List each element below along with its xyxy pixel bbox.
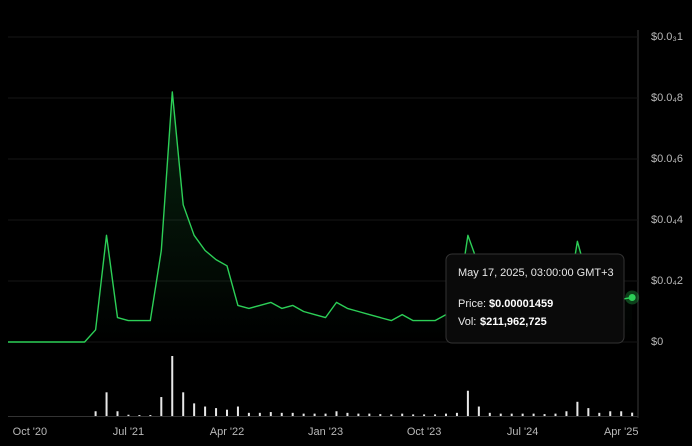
- volume-bar: [127, 414, 130, 416]
- volume-bar: [532, 413, 535, 416]
- x-tick-label: Oct '23: [407, 426, 442, 438]
- x-tick-label: Apr '25: [604, 426, 639, 438]
- volume-bar: [149, 415, 152, 416]
- y-tick-label: $0.0₄6: [651, 153, 683, 165]
- volume-bar: [631, 412, 634, 416]
- tooltip-date: May 17, 2025, 03:00:00 GMT+3: [458, 267, 614, 279]
- volume-bar: [368, 413, 371, 416]
- volume-bar: [587, 408, 590, 416]
- volume-bar: [291, 412, 294, 416]
- volume-bar: [379, 414, 382, 416]
- volume-bar: [598, 412, 601, 416]
- volume-bar: [302, 413, 305, 416]
- volume-bar: [215, 408, 218, 416]
- volume-bar: [576, 401, 579, 416]
- volume-bar: [609, 411, 612, 416]
- volume-bar: [401, 413, 404, 416]
- x-tick-label: Jul '24: [507, 426, 538, 438]
- volume-bar: [116, 411, 119, 416]
- volume-bar: [357, 413, 360, 416]
- volume-bar: [390, 414, 393, 416]
- volume-bar: [620, 411, 623, 416]
- volume-bar: [434, 414, 437, 416]
- y-tick-label: $0.0₄2: [651, 275, 683, 287]
- tooltip-box: [445, 253, 625, 344]
- plot: $0 $0.0₄2 $0.0₄4 $0.0₄6 $0.0₄8 $0.0₃1 Oct '20 J…: [8, 31, 683, 438]
- hover-point: [628, 293, 636, 301]
- volume-bar: [269, 412, 272, 416]
- volume-bar: [445, 413, 447, 416]
- volume-bar: [554, 413, 557, 416]
- x-tick-label: Jan '23: [308, 426, 343, 438]
- volume-bar: [171, 356, 174, 416]
- volume-bar: [226, 409, 228, 416]
- volume-bar: [236, 406, 239, 416]
- volume-bar: [313, 413, 316, 416]
- volume-bar: [455, 412, 458, 416]
- volume-bar: [105, 392, 108, 416]
- tooltip-volume: $211,962,725: [480, 316, 547, 328]
- volume-bar: [204, 406, 207, 416]
- volume-bar: [258, 412, 261, 416]
- volume-bar: [565, 411, 568, 416]
- tooltip-price-label: Price:: [458, 298, 486, 310]
- x-tick-label: Apr '22: [210, 426, 245, 438]
- y-tick-label: $0.0₄8: [651, 92, 683, 104]
- volume-bar: [138, 415, 141, 416]
- volume-bar: [488, 412, 491, 416]
- volume-bar: [510, 413, 513, 416]
- volume-bar: [324, 413, 327, 416]
- volume-bar: [160, 397, 163, 416]
- volume-bar: [335, 411, 338, 416]
- y-tick-label: $0.0₄4: [651, 214, 683, 226]
- tooltip-price: $0.00001459: [489, 298, 553, 310]
- tooltip: May 17, 2025, 03:00:00 GMT+3 Price: $0.0…: [445, 253, 625, 344]
- volume-bar: [247, 412, 250, 416]
- x-tick-label: Oct '20: [13, 426, 48, 438]
- volume-bar: [346, 412, 349, 416]
- volume-bar: [543, 414, 546, 416]
- volume-bar: [466, 390, 469, 416]
- y-tick-label: $0.0₃1: [651, 31, 683, 43]
- volume-bar: [182, 392, 185, 416]
- volume-bar: [521, 413, 524, 416]
- volume-bar: [499, 413, 502, 416]
- volume-bar: [193, 403, 196, 416]
- y-tick-label: $0: [651, 336, 663, 348]
- tooltip-volume-label: Vol:: [458, 316, 476, 328]
- volume-bar: [412, 414, 415, 416]
- volume-bar: [280, 412, 283, 416]
- x-tick-label: Jul '21: [113, 426, 144, 438]
- volume-bar: [423, 414, 426, 416]
- volume-bar: [94, 411, 97, 416]
- volume-bar: [477, 406, 480, 416]
